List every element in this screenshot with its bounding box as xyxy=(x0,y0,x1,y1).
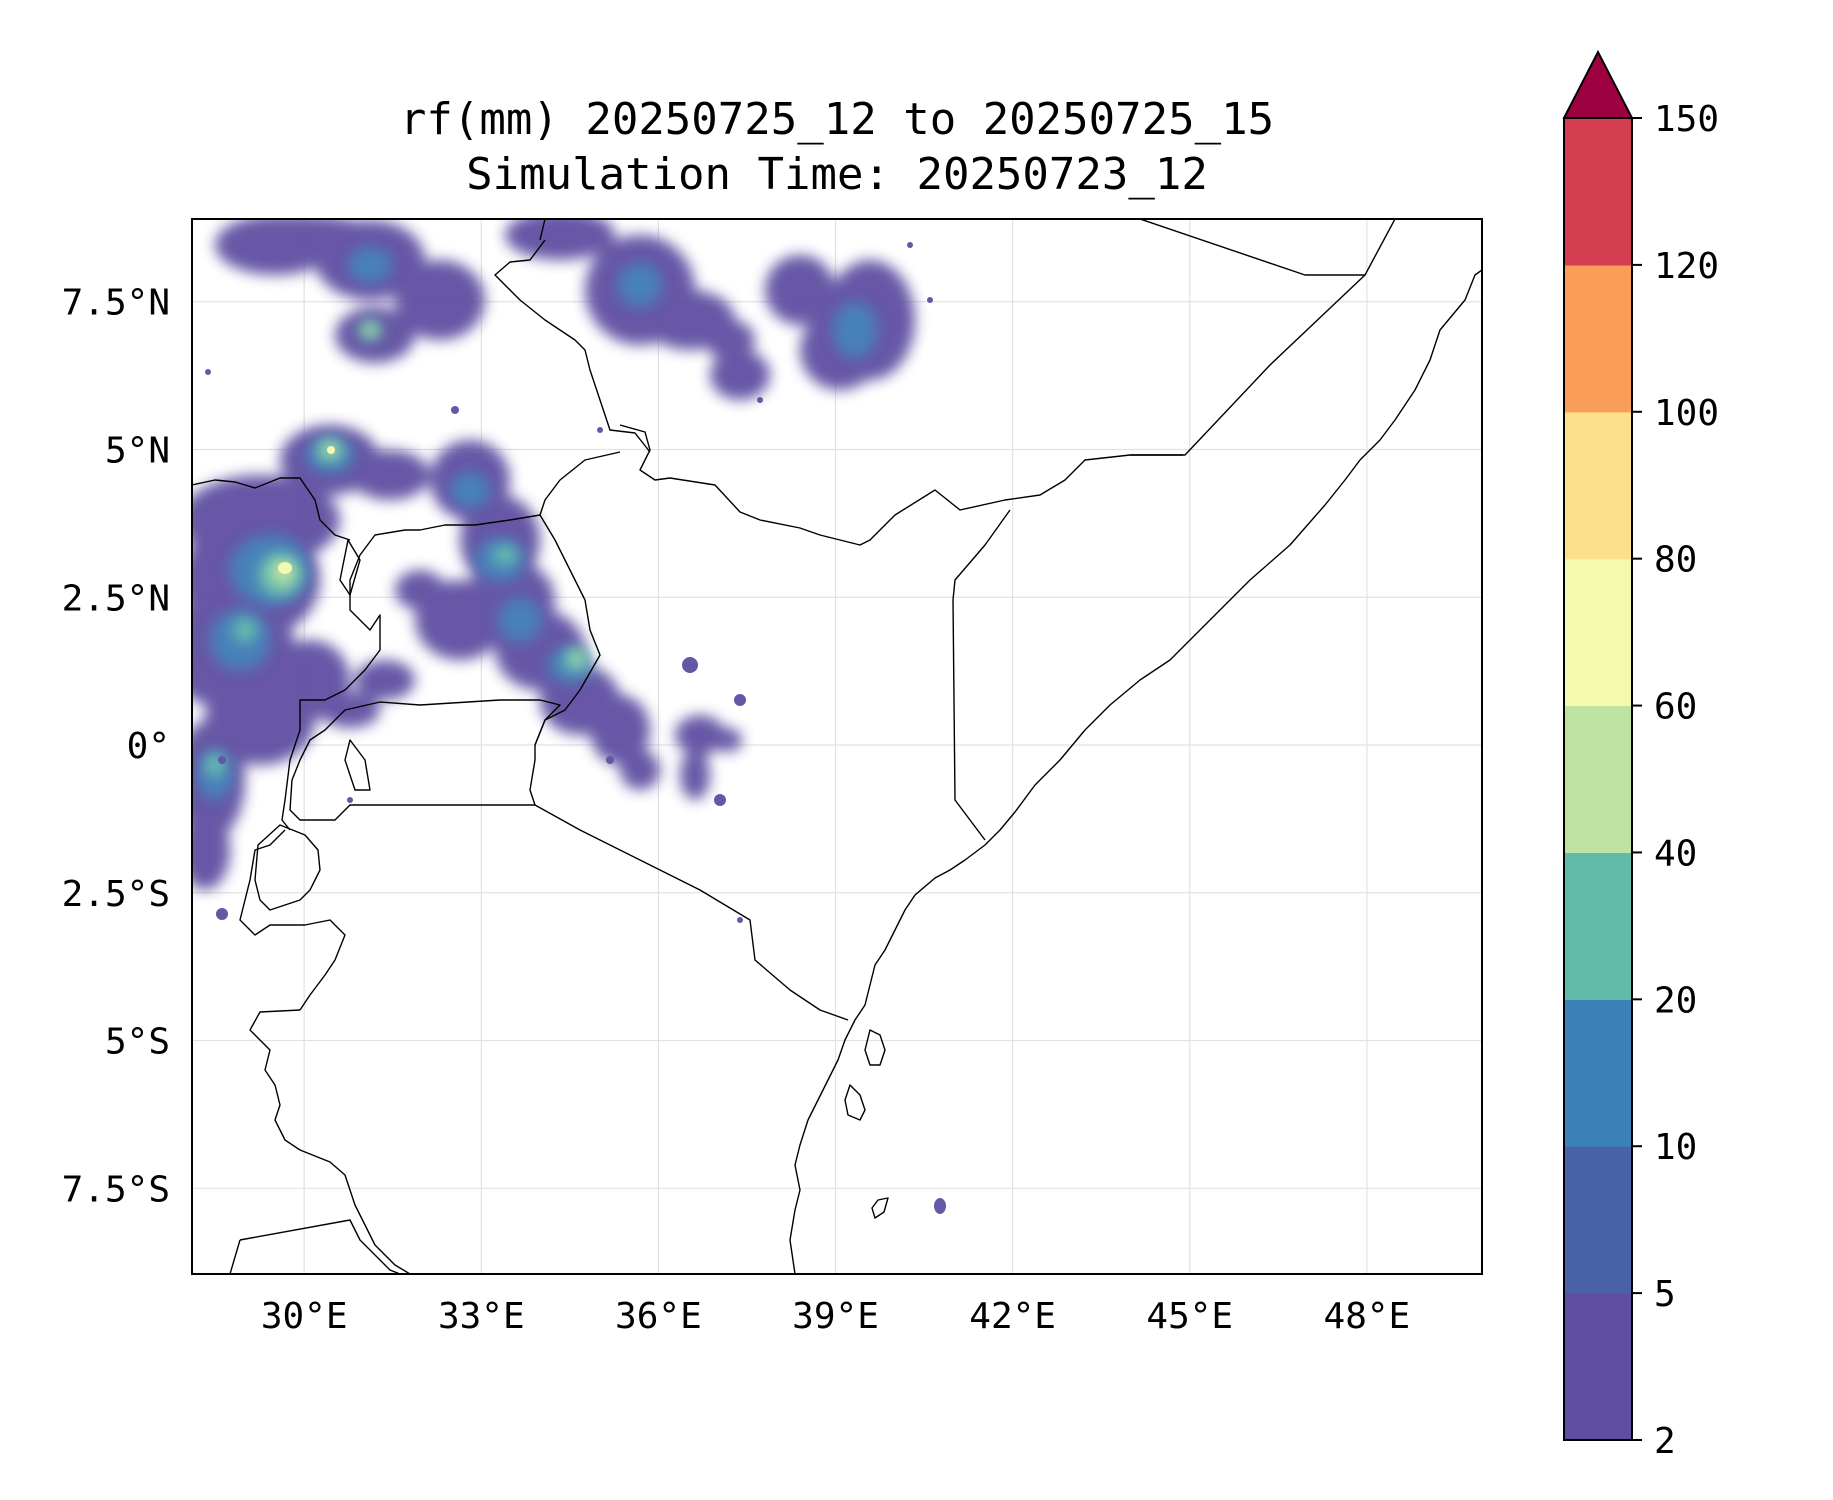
colorbar-segment xyxy=(1564,1146,1632,1294)
colorbar-frame xyxy=(1563,117,1633,1441)
colorbar-segment xyxy=(1564,558,1632,707)
colorbar-tick-label: 80 xyxy=(1654,540,1697,581)
colorbar-tick-label: 2 xyxy=(1654,1421,1676,1462)
lon-tick-label: 30°E xyxy=(261,1296,348,1337)
lat-tick-label: 7.5°S xyxy=(62,1169,170,1210)
lat-tick-label: 2.5°S xyxy=(62,874,170,915)
colorbar-segment xyxy=(1564,118,1632,266)
longitude-tick-labels: 30°E 33°E 36°E 39°E 42°E 45°E 48°E xyxy=(261,1296,1410,1337)
colorbar-extend-arrow xyxy=(1562,49,1634,119)
lat-tick-label: 2.5°N xyxy=(62,578,170,619)
colorbar-tick-label: 20 xyxy=(1654,980,1697,1021)
colorbar-tick-label: 10 xyxy=(1654,1127,1697,1168)
country-borders xyxy=(192,219,1482,1274)
colorbar-segment xyxy=(1564,852,1632,1000)
lon-tick-label: 39°E xyxy=(792,1296,879,1337)
map-title-line-1: rf(mm) 20250725_12 to 20250725_15 xyxy=(399,94,1275,145)
lat-tick-label: 7.5°N xyxy=(62,283,170,324)
lon-tick-label: 45°E xyxy=(1146,1296,1233,1337)
lon-tick-label: 48°E xyxy=(1324,1296,1411,1337)
lon-tick-label: 36°E xyxy=(615,1296,702,1337)
colorbar-segment xyxy=(1564,411,1632,560)
colorbar-tick-label: 100 xyxy=(1654,393,1719,434)
lon-tick-label: 33°E xyxy=(438,1296,525,1337)
colorbar-tick-label: 40 xyxy=(1654,833,1697,874)
map-title-line-2: Simulation Time: 20250723_12 xyxy=(466,149,1208,200)
colorbar-tick-label: 60 xyxy=(1654,687,1697,728)
colorbar-segment xyxy=(1564,264,1632,413)
colorbar: 2 5 10 20 40 60 80 100 120 150 xyxy=(1562,49,1719,1462)
colorbar-tick-label: 150 xyxy=(1654,99,1719,140)
map-frame xyxy=(191,218,1483,1275)
latitude-tick-labels: 7.5°N 5°N 2.5°N 0° 2.5°S 5°S 7.5°S xyxy=(62,283,170,1211)
colorbar-segment xyxy=(1564,999,1632,1147)
lat-tick-label: 5°N xyxy=(105,431,170,472)
lon-tick-label: 42°E xyxy=(969,1296,1056,1337)
colorbar-segment xyxy=(1564,1293,1632,1441)
lat-tick-label: 0° xyxy=(127,726,170,767)
colorbar-tick-label: 120 xyxy=(1654,246,1719,287)
lat-tick-label: 5°S xyxy=(105,1022,170,1063)
colorbar-tick-label: 5 xyxy=(1654,1274,1676,1315)
colorbar-segment xyxy=(1564,705,1632,854)
rainfall-field xyxy=(192,219,946,1214)
